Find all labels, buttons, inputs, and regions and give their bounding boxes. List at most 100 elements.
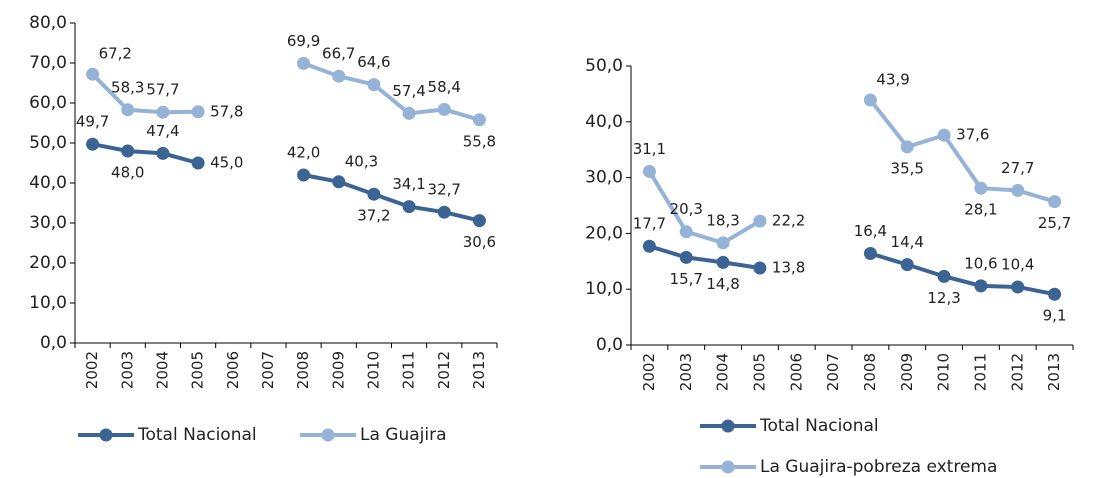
x-tick-label: 2002 <box>640 353 658 391</box>
data-label: 13,8 <box>772 258 805 276</box>
x-tick-label: 2007 <box>259 351 277 389</box>
y-tick-label: 0,0 <box>40 333 67 353</box>
x-tick-label: 2013 <box>1045 353 1063 391</box>
data-point <box>86 137 100 151</box>
data-point <box>716 255 730 269</box>
data-label: 45,0 <box>210 154 243 172</box>
series-line <box>647 170 761 246</box>
data-label: 67,2 <box>99 45 132 63</box>
data-point <box>191 105 205 119</box>
x-tick-label: 2010 <box>364 351 382 389</box>
data-point <box>900 258 914 272</box>
data-label: 28,1 <box>964 201 997 219</box>
data-label: 10,6 <box>964 254 997 272</box>
y-tick-label: 40,0 <box>585 112 623 132</box>
data-point <box>121 103 135 117</box>
y-tick-label: 40,0 <box>29 173 67 193</box>
data-label: 10,4 <box>1001 255 1034 273</box>
data-label: 18,3 <box>706 211 739 229</box>
y-tick-label: 80,0 <box>29 13 67 33</box>
x-tick-label: 2012 <box>435 351 453 389</box>
data-point <box>121 144 135 158</box>
data-point <box>402 200 416 214</box>
data-label: 47,4 <box>146 122 179 140</box>
series-line <box>92 142 199 165</box>
data-point <box>974 181 988 195</box>
data-label: 57,7 <box>146 81 179 99</box>
x-tick-label: 2008 <box>861 353 879 391</box>
data-point <box>679 225 693 239</box>
data-label: 15,7 <box>670 270 703 288</box>
legend-marker <box>99 428 113 442</box>
data-point <box>1011 183 1025 197</box>
x-tick-label: 2009 <box>329 351 347 389</box>
legend-label: Total Nacional <box>137 425 257 445</box>
data-point <box>900 140 914 154</box>
x-tick-label: 2012 <box>1008 353 1026 391</box>
data-point <box>332 175 346 189</box>
data-point <box>437 102 451 116</box>
data-label: 17,7 <box>633 215 666 233</box>
data-label: 43,9 <box>876 71 909 89</box>
data-label: 30,6 <box>463 233 496 251</box>
x-tick-label: 2005 <box>189 351 207 389</box>
y-tick-label: 10,0 <box>585 279 623 299</box>
data-label: 40,3 <box>345 152 378 170</box>
data-point <box>297 168 311 182</box>
data-point <box>937 269 951 283</box>
data-label: 34,1 <box>392 175 425 193</box>
x-tick-label: 2004 <box>153 351 171 389</box>
data-point <box>716 236 730 250</box>
x-tick-label: 2002 <box>83 351 101 389</box>
data-label: 16,4 <box>854 222 887 240</box>
data-point <box>367 187 381 201</box>
y-tick-label: 50,0 <box>585 56 623 76</box>
x-tick-label: 2013 <box>470 351 488 389</box>
y-tick-label: 70,0 <box>29 53 67 73</box>
data-point <box>367 78 381 92</box>
x-tick-label: 2004 <box>714 353 732 391</box>
data-point <box>437 205 451 219</box>
data-label: 31,1 <box>633 140 666 158</box>
data-point <box>1048 195 1062 209</box>
data-point <box>642 239 656 253</box>
data-point <box>863 246 877 260</box>
legend-label: Total Nacional <box>759 416 879 436</box>
data-label: 32,7 <box>428 181 461 199</box>
x-tick-label: 2005 <box>750 353 768 391</box>
y-tick-label: 20,0 <box>29 253 67 273</box>
data-point <box>642 164 656 178</box>
data-point <box>472 214 486 228</box>
legend-marker <box>721 419 735 433</box>
x-tick-label: 2003 <box>118 351 136 389</box>
data-label: 58,3 <box>111 78 144 96</box>
data-label: 49,7 <box>76 113 109 131</box>
legend-label: La Guajira <box>360 425 447 445</box>
data-point <box>937 128 951 142</box>
data-label: 42,0 <box>287 144 320 162</box>
x-tick-label: 2006 <box>787 353 805 391</box>
data-label: 64,6 <box>357 53 390 71</box>
data-point <box>402 106 416 120</box>
data-point <box>332 69 346 83</box>
x-tick-label: 2011 <box>971 353 989 391</box>
x-tick-label: 2010 <box>935 353 953 391</box>
data-point <box>974 279 988 293</box>
series-line <box>868 98 1056 204</box>
y-tick-label: 30,0 <box>585 168 623 188</box>
data-label: 37,2 <box>357 207 390 225</box>
y-tick-label: 60,0 <box>29 93 67 113</box>
series-line <box>91 72 199 115</box>
data-point <box>863 93 877 107</box>
data-point <box>1011 280 1025 294</box>
data-label: 57,8 <box>210 102 243 120</box>
data-label: 55,8 <box>463 132 496 150</box>
legend-marker <box>721 460 735 474</box>
data-label: 14,4 <box>891 233 924 251</box>
x-tick-label: 2007 <box>824 353 842 391</box>
data-label: 37,6 <box>956 126 989 144</box>
y-tick-label: 0,0 <box>596 335 623 355</box>
data-label: 35,5 <box>891 159 924 177</box>
legend-label: La Guajira-pobreza extrema <box>760 457 997 477</box>
x-tick-label: 2003 <box>677 353 695 391</box>
